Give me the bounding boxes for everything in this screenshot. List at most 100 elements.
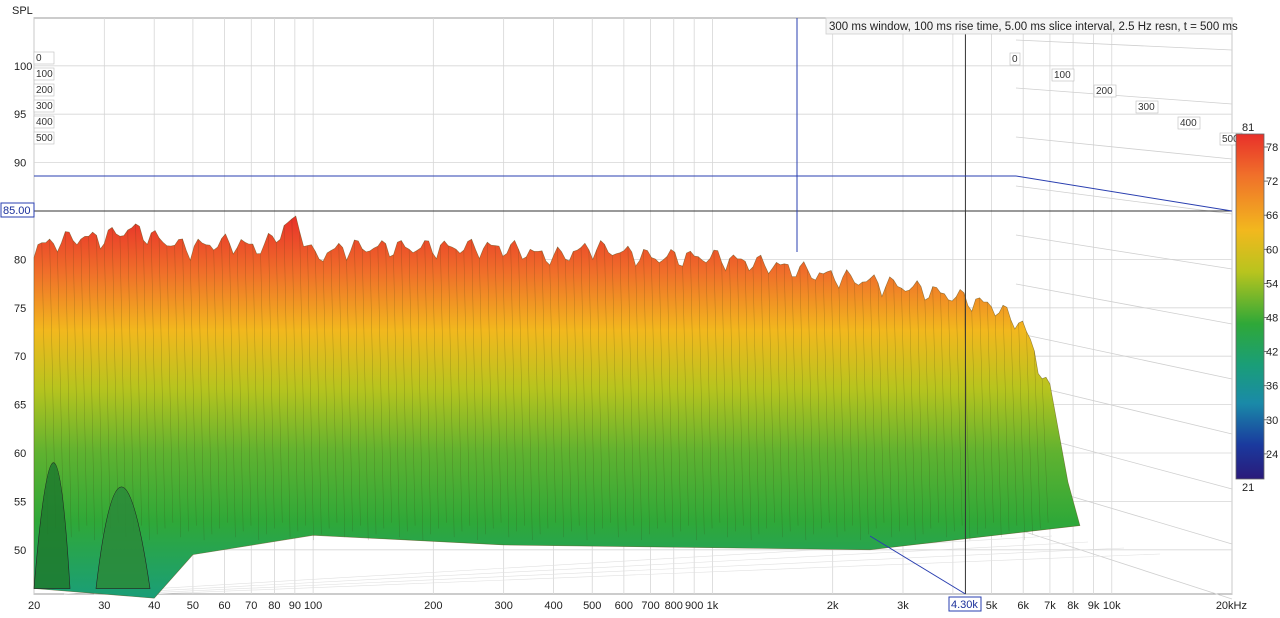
colorbar-tick-label: 72 <box>1266 176 1278 188</box>
surface-ridge <box>1026 331 1033 535</box>
surface-ridge <box>666 256 674 538</box>
surface-ridge <box>846 269 853 526</box>
colorbar-ticks: 78 72 66 60 54 48 42 36 30 24 <box>1264 142 1278 461</box>
y-tick-label: 95 <box>14 109 26 121</box>
surface-ridge <box>729 258 736 532</box>
time-label-box <box>33 51 55 65</box>
surface-ridge <box>494 245 502 523</box>
surface-ridge <box>573 251 580 526</box>
surface-ridge <box>1041 378 1049 523</box>
surface-ridge <box>57 251 64 523</box>
surface-ridge <box>612 255 619 538</box>
waterfall-surface-fill <box>33 215 1081 599</box>
x-tick-label: 20 <box>28 600 40 612</box>
surface-ridge <box>658 262 666 523</box>
x-tick-label: 100 <box>304 600 322 612</box>
y-tick-label: 90 <box>14 158 26 170</box>
time-label-box <box>33 131 55 145</box>
surface-ridge <box>432 252 439 529</box>
y-tick-label: 75 <box>14 303 26 315</box>
surface-ridge <box>361 248 369 541</box>
surface-ridge <box>690 251 697 541</box>
surface-ridge <box>877 282 885 523</box>
surface-ridge <box>385 243 392 523</box>
time-label-box <box>1135 100 1159 114</box>
surface-ridge <box>862 282 869 535</box>
x-tick-label: 2k <box>827 600 839 612</box>
surface-ridge <box>995 315 1002 538</box>
surface-ridge <box>111 227 119 523</box>
surface-ridge <box>65 231 72 538</box>
surface-ridge <box>283 225 291 538</box>
surface-ridge <box>737 258 744 526</box>
surface-ridge <box>705 262 713 529</box>
surface-ridge <box>955 296 963 526</box>
surface-ridge <box>174 245 181 538</box>
surface-ridge <box>244 242 252 526</box>
colorbar-max-label: 81 <box>1242 122 1254 134</box>
surface-ridge <box>291 218 299 532</box>
time-axis-label-right: 100 <box>1054 70 1071 81</box>
surface-ridge <box>299 231 306 526</box>
surface-ridge <box>799 266 807 541</box>
surface-ridge <box>158 237 166 529</box>
colorbar-min-label: 21 <box>1242 482 1254 494</box>
surface-ridge <box>354 239 361 526</box>
time-label-box <box>33 99 55 113</box>
perspective-line <box>1015 39 1233 51</box>
surface-ridge <box>463 250 471 526</box>
surface-ridge <box>252 244 260 541</box>
cursor-depth-line <box>1015 175 1233 212</box>
surface-ridge <box>1034 350 1041 529</box>
cursor-frequency-box[interactable] <box>948 596 982 612</box>
time-label-box <box>33 83 55 97</box>
surface-ridge <box>338 243 346 538</box>
surface-ridge <box>471 239 478 541</box>
perspective-line <box>1015 185 1233 215</box>
surface-ridge <box>526 256 533 541</box>
cursor-lines <box>34 18 1233 595</box>
x-tick-label: 300 <box>494 600 512 612</box>
x-tick-label: 60 <box>218 600 230 612</box>
surface-ridge <box>940 292 947 538</box>
surface-ridge <box>416 250 424 541</box>
time-axis-label-left: 200 <box>36 85 53 96</box>
time-axis-label-right: 0 <box>1012 54 1018 65</box>
perspective-line <box>1015 136 1233 160</box>
surface-ridge <box>987 302 994 523</box>
time-axis-label-right: 200 <box>1096 86 1113 97</box>
time-label-box <box>1093 84 1117 98</box>
surface-ridge <box>869 278 877 529</box>
surface-ridge <box>596 249 603 529</box>
surface-ridge <box>932 286 939 523</box>
x-tick-label: 500 <box>583 600 601 612</box>
x-tick-label: 6k <box>1017 600 1029 612</box>
colorbar-tick-label: 48 <box>1266 313 1278 325</box>
cursor-spl-box[interactable] <box>0 202 35 218</box>
perspective-line <box>1015 381 1233 435</box>
perspective-line <box>1015 234 1233 270</box>
y-tick-label: 100 <box>14 61 32 73</box>
y-tick-label: 70 <box>14 351 26 363</box>
x-tick-label: 70 <box>245 600 257 612</box>
surface-ridge <box>72 240 80 532</box>
surface-ridge <box>88 236 95 541</box>
surface-ridge <box>768 273 775 523</box>
surface-ridge <box>487 242 494 529</box>
surface-ridge <box>377 246 385 529</box>
surface-ridge <box>135 223 142 526</box>
colorbar-tick-label: 36 <box>1266 381 1278 393</box>
surface-ridge <box>1018 323 1025 541</box>
surface-ridge <box>752 266 760 535</box>
surface-ridge <box>643 249 650 535</box>
x-tick-label: 80 <box>268 600 280 612</box>
surface-ridge <box>588 249 596 535</box>
time-label-box <box>1177 116 1201 130</box>
surface-ridge <box>276 242 283 523</box>
surface-ridge <box>776 262 783 538</box>
time-label-box <box>33 115 55 129</box>
surface-ridge <box>182 238 189 532</box>
time-axis-label-left: 100 <box>36 69 53 80</box>
surface-ridge <box>190 260 197 526</box>
surface-ridge <box>682 266 689 526</box>
